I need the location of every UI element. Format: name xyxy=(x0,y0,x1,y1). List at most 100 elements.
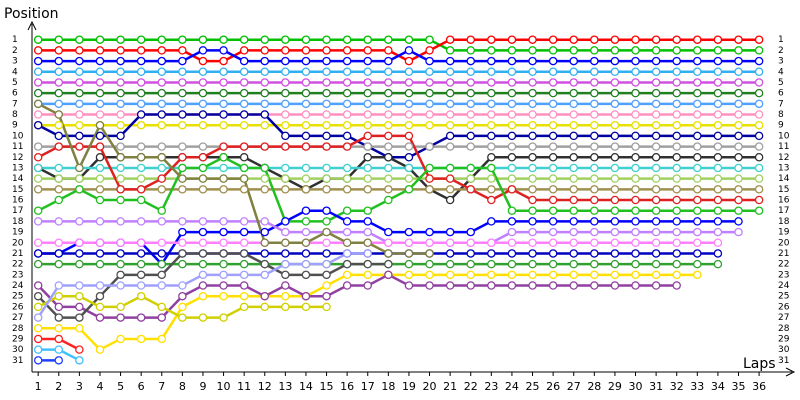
x-tick-label: 21 xyxy=(443,380,457,393)
position-marker xyxy=(754,152,764,162)
position-marker xyxy=(404,227,414,237)
position-marker xyxy=(116,259,125,269)
position-marker xyxy=(651,152,661,162)
position-marker xyxy=(672,152,681,162)
position-marker xyxy=(507,174,517,183)
position-marker xyxy=(342,67,352,77)
position-marker xyxy=(239,281,249,290)
position-marker xyxy=(713,110,723,119)
position-marker xyxy=(569,238,578,247)
position-marker xyxy=(734,67,743,77)
position-marker xyxy=(734,120,743,130)
position-marker xyxy=(301,291,311,301)
position-marker xyxy=(178,185,187,194)
position-marker xyxy=(466,227,475,237)
position-marker xyxy=(466,142,475,151)
y-tick-label-right: 1 xyxy=(778,35,784,45)
position-marker xyxy=(610,217,620,226)
position-marker xyxy=(342,35,352,44)
position-marker xyxy=(713,227,723,237)
y-tick-label: 13 xyxy=(12,163,23,173)
position-marker xyxy=(363,67,372,77)
position-marker xyxy=(631,152,640,162)
position-marker xyxy=(75,174,84,183)
position-marker xyxy=(487,35,496,44)
y-tick-label-right: 3 xyxy=(778,57,784,67)
position-marker xyxy=(301,249,311,258)
position-marker xyxy=(198,249,208,258)
y-tick-label: 23 xyxy=(12,270,23,280)
position-marker xyxy=(487,142,496,151)
position-marker xyxy=(219,46,228,55)
position-marker xyxy=(301,227,311,237)
position-marker xyxy=(178,163,187,173)
position-marker xyxy=(548,120,558,130)
position-marker xyxy=(487,46,496,55)
position-marker xyxy=(693,142,702,151)
position-marker xyxy=(178,281,187,290)
position-marker xyxy=(219,163,228,173)
position-marker xyxy=(322,35,331,44)
position-marker xyxy=(178,291,187,301)
position-marker xyxy=(198,291,208,301)
position-marker xyxy=(281,291,290,301)
position-marker xyxy=(33,35,43,44)
position-marker xyxy=(136,152,146,162)
position-marker xyxy=(157,56,167,66)
position-marker xyxy=(548,78,558,87)
position-marker xyxy=(178,174,187,183)
position-marker xyxy=(33,78,43,87)
position-marker xyxy=(672,281,681,290)
position-marker xyxy=(260,110,270,119)
position-marker xyxy=(507,217,517,226)
position-marker xyxy=(672,56,681,66)
position-marker xyxy=(713,152,723,162)
y-tick-label-right: 30 xyxy=(778,345,790,355)
position-marker xyxy=(342,227,352,237)
x-tick-label: 23 xyxy=(484,380,498,393)
position-marker xyxy=(95,67,105,77)
position-marker xyxy=(384,99,393,109)
position-marker xyxy=(754,195,764,205)
position-marker xyxy=(590,99,599,109)
position-marker xyxy=(425,88,434,98)
x-tick-label: 16 xyxy=(340,380,354,393)
position-marker xyxy=(136,46,146,55)
position-marker xyxy=(404,35,414,44)
position-marker xyxy=(384,270,393,280)
position-marker xyxy=(157,313,167,322)
position-marker xyxy=(754,120,764,130)
position-marker xyxy=(693,163,702,173)
position-marker xyxy=(260,185,270,194)
position-marker xyxy=(610,259,620,269)
position-marker xyxy=(198,270,208,280)
position-marker xyxy=(548,174,558,183)
position-marker xyxy=(631,131,640,141)
position-marker xyxy=(734,110,743,119)
position-marker xyxy=(342,99,352,109)
position-marker xyxy=(384,110,393,119)
position-marker xyxy=(281,185,290,194)
position-marker xyxy=(590,206,599,215)
x-axis-title: Laps xyxy=(743,356,776,372)
x-tick-label: 34 xyxy=(711,380,725,393)
position-marker xyxy=(239,110,249,119)
position-marker xyxy=(260,78,270,87)
position-marker xyxy=(548,99,558,109)
position-marker xyxy=(404,56,414,66)
position-marker xyxy=(116,142,125,151)
position-marker xyxy=(404,88,414,98)
position-marker xyxy=(590,259,599,269)
x-tick-label: 4 xyxy=(96,380,103,393)
position-marker xyxy=(54,56,64,66)
position-marker xyxy=(404,238,414,247)
position-marker xyxy=(116,302,125,312)
position-marker xyxy=(528,56,537,66)
position-marker xyxy=(651,67,661,77)
position-marker xyxy=(548,163,558,173)
position-marker xyxy=(754,35,764,44)
position-marker xyxy=(198,238,208,247)
position-marker xyxy=(363,174,372,183)
position-marker xyxy=(54,163,64,173)
position-marker xyxy=(651,99,661,109)
